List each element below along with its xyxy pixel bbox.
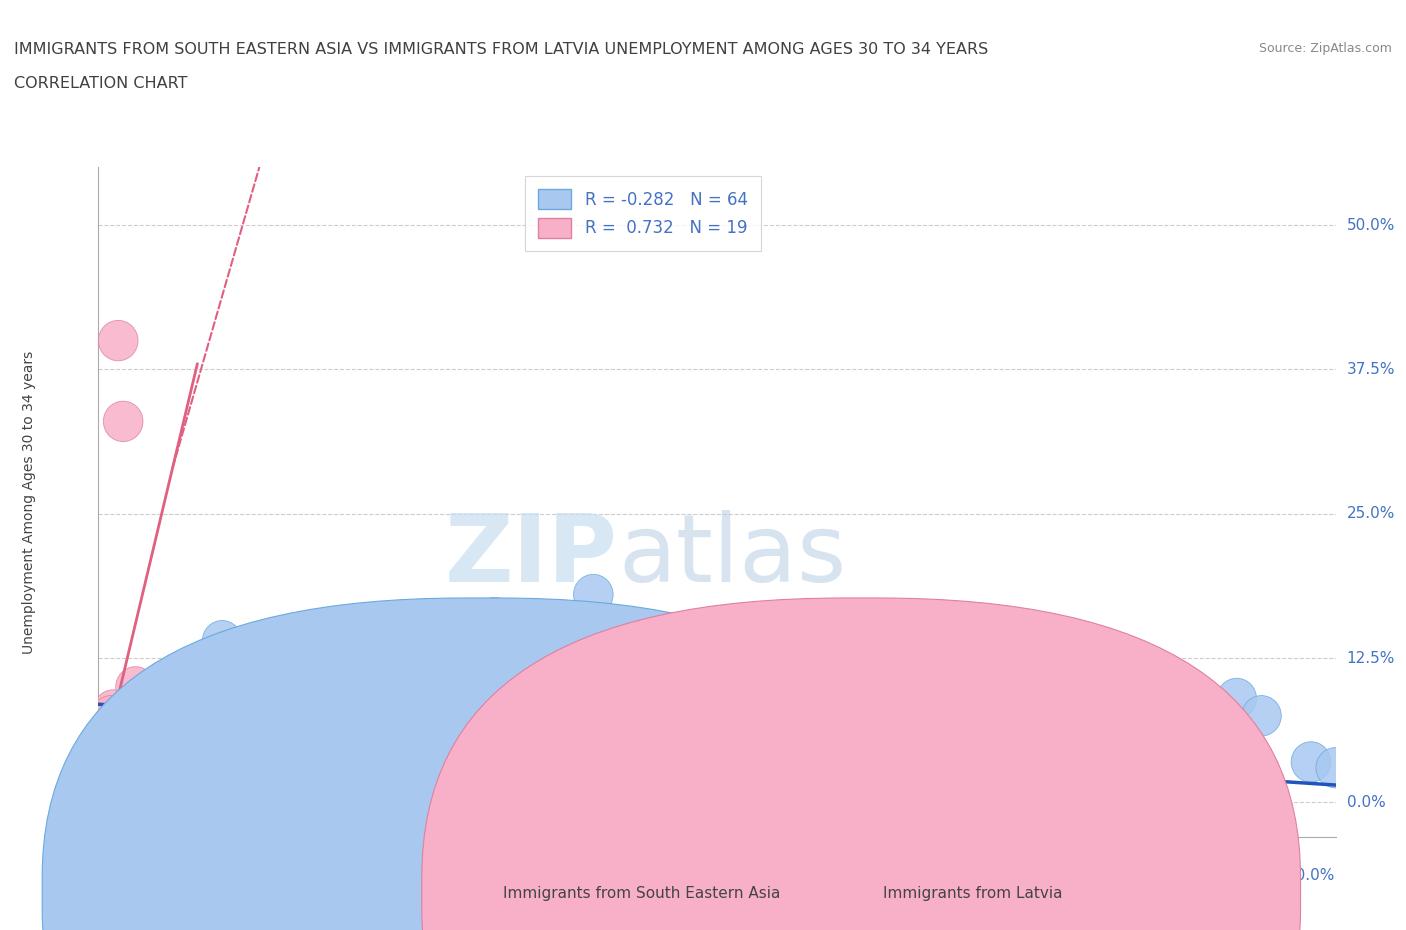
Ellipse shape [326, 678, 366, 719]
Ellipse shape [945, 672, 984, 713]
Ellipse shape [314, 678, 353, 719]
Text: 12.5%: 12.5% [1347, 651, 1395, 666]
Text: 25.0%: 25.0% [1347, 506, 1395, 521]
Ellipse shape [239, 678, 278, 719]
Ellipse shape [91, 696, 131, 736]
Ellipse shape [352, 672, 391, 713]
Ellipse shape [723, 678, 762, 719]
Ellipse shape [747, 701, 786, 742]
Text: 50.0%: 50.0% [1288, 868, 1336, 883]
Ellipse shape [190, 719, 229, 759]
Ellipse shape [290, 701, 329, 742]
Ellipse shape [166, 707, 205, 748]
Text: 0.0%: 0.0% [98, 868, 138, 883]
Ellipse shape [375, 678, 415, 719]
Ellipse shape [870, 719, 910, 759]
Ellipse shape [1143, 713, 1182, 753]
Ellipse shape [115, 667, 155, 707]
Ellipse shape [121, 719, 160, 759]
Ellipse shape [672, 707, 711, 748]
Ellipse shape [114, 707, 153, 748]
Text: 37.5%: 37.5% [1347, 362, 1395, 377]
Ellipse shape [153, 724, 193, 764]
Ellipse shape [401, 667, 440, 707]
Ellipse shape [111, 724, 150, 764]
Ellipse shape [115, 730, 155, 771]
Ellipse shape [128, 719, 167, 759]
Ellipse shape [994, 684, 1033, 724]
Ellipse shape [574, 575, 613, 615]
Ellipse shape [91, 719, 131, 759]
Ellipse shape [599, 701, 638, 742]
Text: Immigrants from South Eastern Asia: Immigrants from South Eastern Asia [503, 886, 780, 901]
Ellipse shape [96, 713, 135, 753]
Text: Immigrants from Latvia: Immigrants from Latvia [883, 886, 1063, 901]
Ellipse shape [104, 401, 143, 442]
Text: CORRELATION CHART: CORRELATION CHART [14, 76, 187, 91]
Ellipse shape [134, 701, 173, 742]
Text: 0.0%: 0.0% [1347, 795, 1385, 810]
Ellipse shape [138, 730, 177, 771]
Ellipse shape [108, 730, 148, 771]
Ellipse shape [86, 724, 125, 764]
Text: atlas: atlas [619, 510, 846, 602]
Ellipse shape [1291, 742, 1330, 782]
Ellipse shape [1118, 707, 1157, 748]
Ellipse shape [157, 713, 197, 753]
Ellipse shape [425, 684, 464, 724]
Text: IMMIGRANTS FROM SOUTH EASTERN ASIA VS IMMIGRANTS FROM LATVIA UNEMPLOYMENT AMONG : IMMIGRANTS FROM SOUTH EASTERN ASIA VS IM… [14, 42, 988, 57]
Ellipse shape [1192, 730, 1232, 771]
Ellipse shape [86, 736, 125, 777]
Ellipse shape [920, 713, 959, 753]
Ellipse shape [134, 713, 173, 753]
Ellipse shape [141, 701, 180, 742]
Legend: R = -0.282   N = 64, R =  0.732   N = 19: R = -0.282 N = 64, R = 0.732 N = 19 [524, 176, 761, 251]
Ellipse shape [301, 684, 340, 724]
Ellipse shape [143, 719, 183, 759]
Ellipse shape [264, 690, 304, 730]
Text: Unemployment Among Ages 30 to 34 years: Unemployment Among Ages 30 to 34 years [22, 351, 37, 654]
Ellipse shape [450, 626, 489, 667]
Ellipse shape [215, 730, 254, 771]
Ellipse shape [772, 684, 811, 724]
Text: Source: ZipAtlas.com: Source: ZipAtlas.com [1258, 42, 1392, 55]
Ellipse shape [1069, 690, 1108, 730]
Ellipse shape [202, 620, 242, 661]
Ellipse shape [104, 701, 143, 742]
Ellipse shape [148, 707, 187, 748]
Ellipse shape [173, 724, 212, 764]
Ellipse shape [215, 724, 254, 764]
Ellipse shape [89, 719, 128, 759]
Ellipse shape [697, 696, 737, 736]
Ellipse shape [125, 713, 166, 753]
Ellipse shape [548, 672, 588, 713]
Ellipse shape [93, 690, 134, 730]
Ellipse shape [121, 690, 160, 730]
Ellipse shape [1019, 661, 1059, 701]
Ellipse shape [1316, 748, 1355, 788]
Ellipse shape [277, 684, 316, 724]
Ellipse shape [648, 678, 688, 719]
Ellipse shape [153, 719, 193, 759]
Ellipse shape [821, 696, 860, 736]
Ellipse shape [1241, 696, 1281, 736]
Ellipse shape [252, 672, 291, 713]
Ellipse shape [1218, 678, 1257, 719]
Ellipse shape [83, 707, 124, 748]
Ellipse shape [166, 719, 205, 759]
Ellipse shape [101, 730, 141, 771]
Ellipse shape [98, 320, 138, 361]
Ellipse shape [190, 707, 229, 748]
Ellipse shape [177, 667, 217, 707]
Ellipse shape [96, 707, 135, 748]
Text: 50.0%: 50.0% [1347, 218, 1395, 232]
Ellipse shape [623, 690, 662, 730]
Ellipse shape [228, 701, 267, 742]
Ellipse shape [108, 724, 148, 764]
Text: ZIP: ZIP [446, 510, 619, 602]
Ellipse shape [128, 724, 167, 764]
Ellipse shape [499, 690, 538, 730]
Ellipse shape [524, 678, 564, 719]
Ellipse shape [475, 597, 515, 638]
